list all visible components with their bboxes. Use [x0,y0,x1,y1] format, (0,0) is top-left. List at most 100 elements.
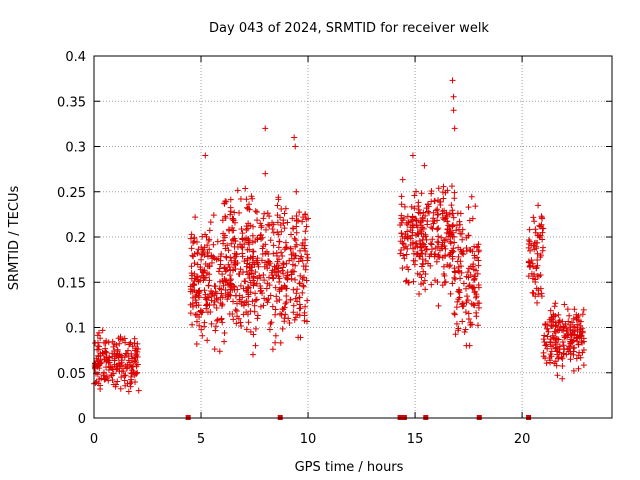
data-point [259,245,266,252]
data-point [272,311,279,318]
data-point [206,246,213,253]
data-point [270,221,277,228]
data-point [563,325,570,332]
data-point [91,363,98,370]
data-point [191,260,198,267]
data-point [233,320,240,327]
data-point [435,225,442,232]
data-point [455,267,462,274]
data-point [249,351,256,358]
data-point [270,250,277,257]
data-point [260,272,267,279]
data-point [422,243,429,250]
data-point [281,283,288,290]
data-point [250,223,257,230]
data-point [243,326,250,333]
data-point [559,355,566,362]
data-point [196,322,203,329]
data-point [124,364,131,371]
data-point [262,259,269,266]
y-tick-label: 0.05 [57,367,86,382]
y-tick-label: 0.4 [65,50,86,65]
data-point [399,240,406,247]
data-point [434,206,441,213]
data-point [245,319,252,326]
data-point [122,372,129,379]
data-point [537,253,544,260]
data-point [227,254,234,261]
data-point [428,281,435,288]
data-point [113,341,120,348]
data-point [305,215,312,222]
data-point [269,226,276,233]
data-point [455,296,462,303]
data-point [220,240,227,247]
data-point [260,215,267,222]
data-point [410,278,417,285]
data-point [227,204,234,211]
data-point [246,261,253,268]
data-point [271,266,278,273]
data-point [219,319,226,326]
data-point [543,360,550,367]
data-point [129,355,136,362]
data-point [300,283,307,290]
data-point [193,318,200,325]
data-point [547,339,554,346]
data-point [241,299,248,306]
data-point [538,293,545,300]
data-point [580,362,587,369]
data-point [281,304,288,311]
data-point [221,200,228,207]
data-point [114,346,121,353]
data-point [531,246,538,253]
data-point [455,253,462,260]
data-point [438,234,445,241]
data-point [404,235,411,242]
data-point [231,219,238,226]
data-point [474,322,481,329]
data-point [415,203,422,210]
data-point [214,296,221,303]
data-point [276,238,283,245]
data-point [530,214,537,221]
data-point [440,183,447,190]
data-point [269,303,276,310]
data-point [233,251,240,258]
data-point [434,211,441,218]
data-point [580,346,587,353]
data-point [296,280,303,287]
data-point [245,301,252,308]
data-point [450,107,457,114]
data-point [466,217,473,224]
data-point [220,282,227,289]
data-point [409,232,416,239]
data-point [464,297,471,304]
data-point [453,227,460,234]
data-point [304,297,311,304]
data-point [117,336,124,343]
data-point [449,223,456,230]
data-point [421,162,428,169]
data-point [251,308,258,315]
data-point [108,372,115,379]
data-point [231,235,238,242]
data-point [548,353,555,360]
data-point [573,355,580,362]
data-point [435,185,442,192]
data-point [228,240,235,247]
data-point [418,230,425,237]
data-point [276,286,283,293]
data-point [452,269,459,276]
data-point [556,343,563,350]
data-point [202,291,209,298]
data-point [279,325,286,332]
data-point [257,282,264,289]
data-point [424,208,431,215]
data-point [456,268,463,275]
data-point [304,257,311,264]
data-point [219,271,226,278]
data-point [466,282,473,289]
data-point [399,176,406,183]
data-point [187,283,194,290]
